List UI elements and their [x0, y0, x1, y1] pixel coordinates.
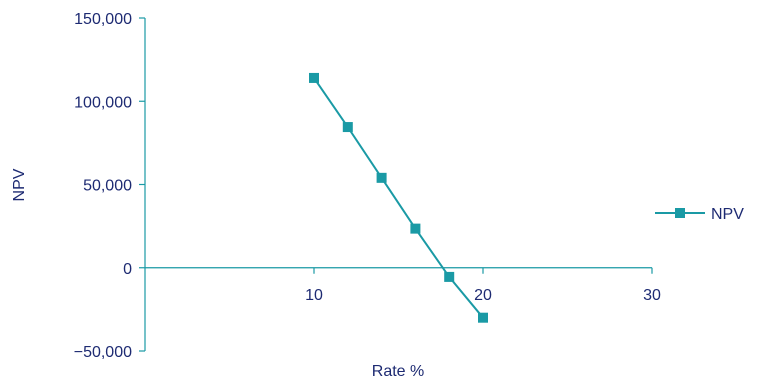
data-point — [342, 122, 353, 133]
y-tick-label: 150,000 — [74, 11, 132, 28]
y-tick-label: 100,000 — [74, 94, 132, 111]
x-tick-label: 30 — [643, 287, 661, 304]
data-point — [309, 72, 319, 83]
x-tick-label: 10 — [305, 287, 323, 304]
data-point — [444, 271, 455, 282]
axes — [144, 18, 652, 351]
data-point — [410, 223, 421, 234]
x-tick-label: 20 — [474, 287, 492, 304]
y-axis-title: NPV — [11, 168, 28, 201]
legend-label-npv: NPV — [711, 206, 744, 223]
legend: NPV — [655, 206, 744, 223]
x-axis-ticks: 10 20 30 — [305, 267, 661, 304]
y-tick-label: 50,000 — [83, 178, 132, 195]
y-axis-ticks: −50,000 0 50,000 100,000 150,000 — [74, 11, 145, 361]
y-tick-label: −50,000 — [74, 344, 132, 361]
data-point — [376, 172, 387, 183]
series-line-npv — [313, 77, 484, 319]
y-tick-label: 0 — [123, 261, 132, 278]
data-point — [478, 312, 488, 323]
legend-marker-npv — [675, 208, 685, 218]
x-axis-title: Rate % — [372, 363, 424, 380]
series-layer — [309, 72, 488, 323]
